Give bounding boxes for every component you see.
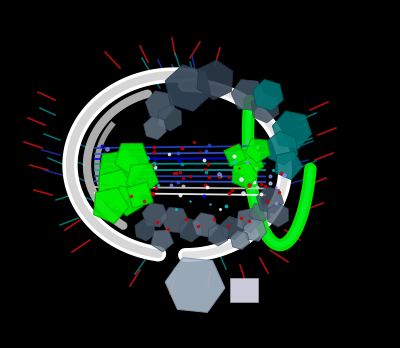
Polygon shape [234,149,264,179]
Polygon shape [158,105,182,131]
Polygon shape [115,143,149,176]
Polygon shape [98,169,135,207]
Polygon shape [232,162,258,189]
Polygon shape [179,218,201,242]
Polygon shape [275,151,303,180]
Polygon shape [142,203,168,227]
Polygon shape [161,207,189,233]
Polygon shape [165,258,225,313]
Polygon shape [243,219,267,242]
Polygon shape [256,187,284,213]
Polygon shape [253,79,283,111]
Polygon shape [145,91,175,119]
Polygon shape [245,139,270,163]
Polygon shape [112,186,143,216]
Polygon shape [237,208,261,233]
Polygon shape [251,93,279,123]
Polygon shape [144,116,166,140]
Polygon shape [230,230,250,250]
Polygon shape [266,131,298,165]
Polygon shape [220,216,244,240]
Polygon shape [98,150,140,192]
Polygon shape [231,79,265,111]
Polygon shape [192,213,218,237]
Polygon shape [272,111,312,149]
Polygon shape [135,219,155,241]
Polygon shape [224,144,246,166]
FancyBboxPatch shape [230,278,258,302]
Polygon shape [127,182,153,208]
Polygon shape [268,203,288,227]
Polygon shape [94,188,129,223]
Polygon shape [208,224,228,246]
Polygon shape [249,204,270,224]
Polygon shape [165,65,211,111]
Polygon shape [151,230,174,252]
Polygon shape [126,164,158,195]
Polygon shape [197,60,233,100]
